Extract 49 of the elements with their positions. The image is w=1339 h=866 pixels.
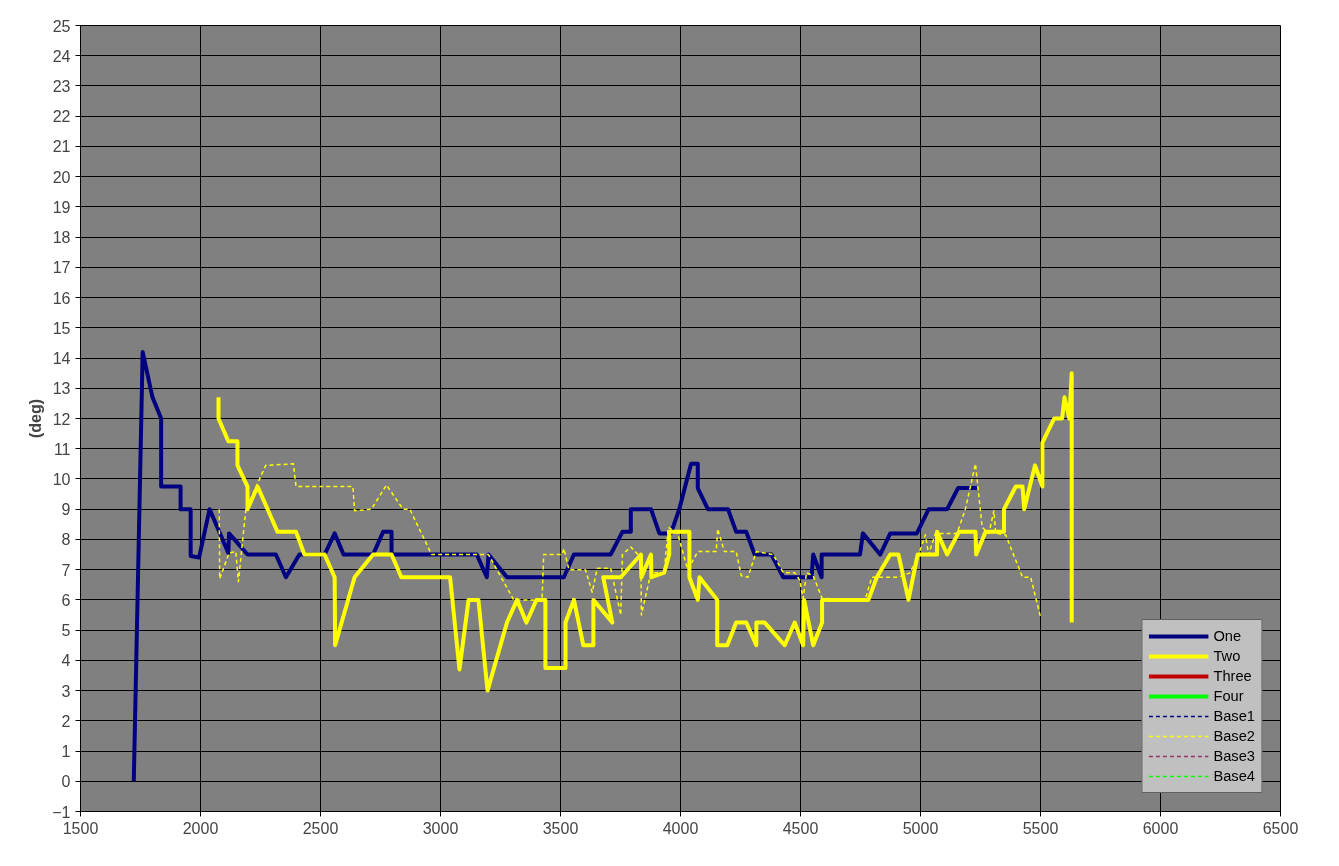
y-tick-label: 12: [52, 410, 71, 428]
legend-label: Base3: [1213, 748, 1255, 764]
legend-label: Four: [1213, 688, 1244, 704]
y-tick-label: 20: [52, 168, 71, 186]
legend-label: Base4: [1213, 768, 1255, 784]
y-tick-label: 18: [52, 229, 71, 247]
x-tick-label: 2000: [182, 819, 219, 837]
line-series: [216, 371, 1074, 693]
legend-label: Two: [1213, 648, 1241, 664]
y-tick-label: 8: [61, 531, 71, 549]
x-tick-label: 5000: [902, 819, 939, 837]
y-tick-label: 16: [52, 289, 71, 307]
x-tick-label: 1500: [62, 819, 99, 837]
y-tick-label: 0: [61, 773, 71, 791]
y-tick-label: 1: [61, 743, 71, 761]
y-tick-label: 11: [53, 440, 71, 458]
y-tick-label: 5: [61, 622, 71, 640]
x-tick-label: 6000: [1142, 819, 1179, 837]
x-tick-label: 4500: [782, 819, 819, 837]
y-tick-label: 10: [52, 470, 71, 488]
y-tick-label: 4: [61, 652, 71, 670]
x-tick-label: 2500: [302, 819, 339, 837]
y-tick-label: 2: [61, 712, 71, 730]
y-tick-label: 17: [52, 259, 71, 277]
y-tick-label: 14: [52, 350, 71, 368]
legend-label: Base2: [1213, 728, 1255, 744]
y-tick-label: −1: [52, 803, 71, 821]
y-tick-label: 6: [61, 591, 71, 609]
x-tick-label: 3000: [422, 819, 459, 837]
legend-label: Three: [1213, 668, 1252, 684]
y-tick-label: 23: [52, 77, 71, 95]
legend-label: One: [1213, 628, 1242, 644]
y-tick-label: 3: [61, 682, 71, 700]
y-tick-label: 19: [52, 198, 71, 216]
x-tick-label: 5500: [1022, 819, 1059, 837]
y-tick-label: 13: [52, 380, 71, 398]
line-series: [131, 349, 980, 784]
y-tick-label: 7: [61, 561, 71, 579]
y-tick-label: 25: [52, 17, 71, 35]
x-tick-label: 6500: [1262, 819, 1299, 837]
x-tick-label: 4000: [662, 819, 699, 837]
y-axis-title: (deg): [27, 398, 45, 439]
y-tick-label: 22: [52, 108, 71, 126]
legend-label: Base1: [1213, 708, 1255, 724]
y-tick-label: 24: [52, 47, 71, 65]
y-tick-label: 9: [61, 501, 71, 519]
x-tick-label: 3500: [542, 819, 579, 837]
y-tick-label: 21: [52, 138, 71, 156]
y-tick-label: 15: [52, 319, 71, 337]
